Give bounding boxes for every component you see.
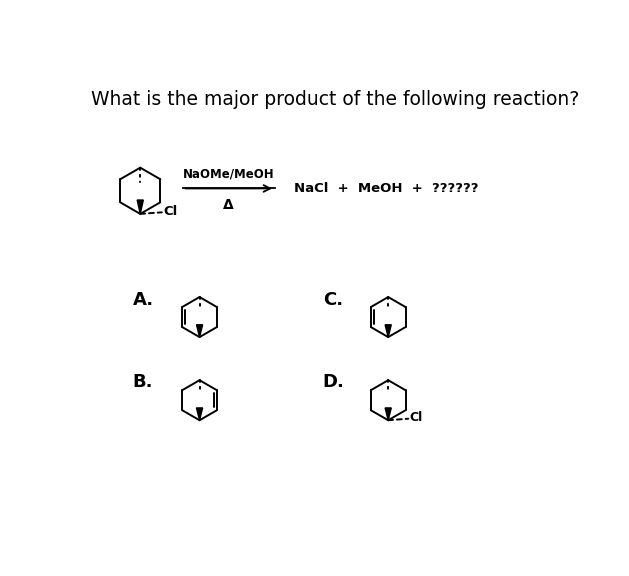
Polygon shape	[137, 200, 143, 214]
Text: B.: B.	[133, 373, 153, 391]
Text: D.: D.	[323, 373, 345, 391]
Polygon shape	[385, 408, 391, 420]
Polygon shape	[196, 408, 203, 420]
Text: A.: A.	[133, 291, 153, 309]
Text: What is the major product of the following reaction?: What is the major product of the followi…	[91, 90, 579, 109]
Polygon shape	[196, 325, 203, 337]
Polygon shape	[385, 325, 391, 337]
Text: Cl: Cl	[164, 205, 177, 218]
Text: Cl: Cl	[409, 411, 423, 425]
Text: NaCl  +  MeOH  +  ??????: NaCl + MeOH + ??????	[294, 182, 479, 195]
Text: C.: C.	[323, 291, 343, 309]
Text: NaOMe/MeOH: NaOMe/MeOH	[183, 168, 275, 181]
Text: Δ: Δ	[223, 198, 234, 212]
